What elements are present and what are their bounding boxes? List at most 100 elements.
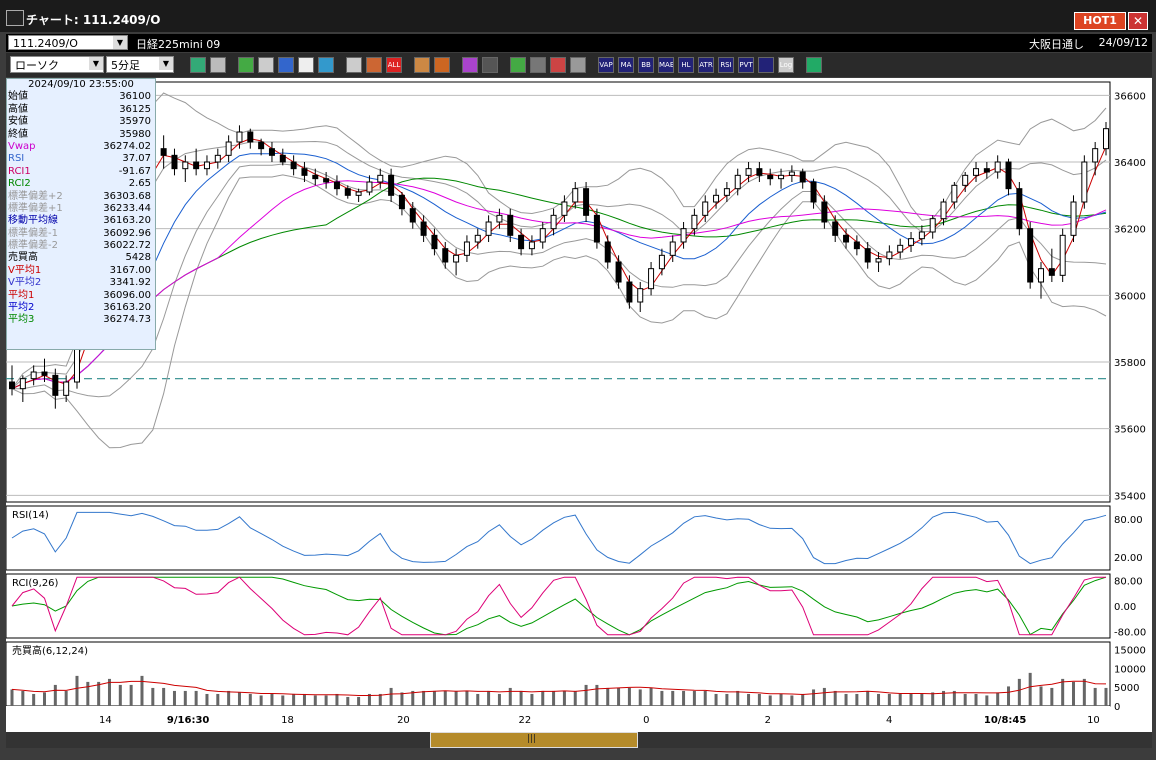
- candle-body: [193, 161, 200, 170]
- x-tick-label: 0: [643, 715, 649, 726]
- info-row: 始値 36100: [7, 91, 155, 103]
- close-button[interactable]: ✕: [1128, 12, 1148, 30]
- volume-bar: [151, 687, 155, 706]
- candle-body: [366, 181, 373, 193]
- box-button[interactable]: [758, 57, 774, 73]
- chart-type-select[interactable]: ローソク ▼: [10, 56, 104, 73]
- candle-body: [41, 371, 48, 376]
- volume-bar: [541, 690, 545, 706]
- candle-body: [258, 141, 265, 150]
- copy-button[interactable]: [298, 57, 314, 73]
- info-row: 平均1 36096.00: [7, 290, 155, 302]
- pvt-button[interactable]: PVT: [738, 57, 754, 73]
- volume-bar: [920, 693, 924, 706]
- chart-canvas[interactable]: 36600 36400 36200 36000 35800 35600 35400 80.00…: [6, 78, 1152, 732]
- down-button[interactable]: [482, 57, 498, 73]
- volume-bar: [140, 675, 144, 706]
- grid-button[interactable]: [210, 57, 226, 73]
- volume-bar: [877, 693, 881, 706]
- candle-body: [788, 171, 795, 176]
- info-row: 標準偏差+2 36303.68: [7, 191, 155, 203]
- bb-button[interactable]: BB: [638, 57, 654, 73]
- chevron-down-icon[interactable]: ▼: [89, 57, 103, 70]
- move-button[interactable]: [346, 57, 362, 73]
- volume-bar: [790, 695, 794, 706]
- mae-button[interactable]: MAE: [658, 57, 674, 73]
- panel-frame: [6, 505, 1111, 571]
- volume-bar: [931, 692, 935, 706]
- volume-bar: [638, 689, 642, 706]
- candle-body: [453, 254, 460, 263]
- symbol-input[interactable]: 111.2409/O ▼: [8, 35, 128, 50]
- candle-body: [1027, 228, 1034, 283]
- volume-bar: [627, 687, 631, 706]
- tool-button[interactable]: [434, 57, 450, 73]
- info-value: 36022.72: [103, 240, 151, 252]
- chevron-down-icon[interactable]: ▼: [113, 36, 127, 49]
- ma-button[interactable]: MA: [618, 57, 634, 73]
- candle-body: [723, 188, 730, 196]
- chart2-button[interactable]: [530, 57, 546, 73]
- find-button[interactable]: [510, 57, 526, 73]
- volume-bar: [1007, 686, 1011, 706]
- candle-body: [637, 288, 644, 303]
- log-button[interactable]: Log: [778, 57, 794, 73]
- interval-select[interactable]: 5分足 ▼: [106, 56, 174, 73]
- candle-button[interactable]: [414, 57, 430, 73]
- candle-body: [745, 168, 752, 176]
- info-label: Vwap: [8, 140, 36, 152]
- info-button[interactable]: [570, 57, 586, 73]
- volume-bar: [779, 693, 783, 706]
- hot-button[interactable]: HOT1: [1074, 12, 1126, 30]
- volume-bar: [552, 690, 556, 706]
- draw-button[interactable]: [238, 57, 254, 73]
- candle-body: [973, 168, 980, 176]
- all-button[interactable]: ALL: [386, 57, 402, 73]
- candle-body: [593, 214, 600, 243]
- vap-button[interactable]: VAP: [598, 57, 614, 73]
- save-button[interactable]: [318, 57, 334, 73]
- volume-bar: [855, 693, 859, 706]
- volume-bar: [801, 693, 805, 706]
- candle-body: [528, 241, 535, 250]
- candle-body: [669, 241, 676, 256]
- rainbow-button[interactable]: [462, 57, 478, 73]
- info-label: 標準偏差-2: [8, 240, 58, 252]
- toolbar: ローソク ▼ 5分足 ▼ ALL VAP MA BB MAE HL ATR RSI PVT Log: [6, 53, 1152, 77]
- volume-bar: [812, 689, 816, 706]
- volume-bar: [248, 693, 252, 706]
- info-label: 平均3: [8, 314, 35, 326]
- atr-button[interactable]: ATR: [698, 57, 714, 73]
- zoom-button[interactable]: [190, 57, 206, 73]
- pointer-button[interactable]: [258, 57, 274, 73]
- info-label: V平均2: [8, 277, 42, 289]
- candle-body: [323, 178, 330, 183]
- candle-body: [875, 258, 882, 263]
- candle-body: [398, 194, 405, 210]
- candle-body: [1038, 268, 1045, 283]
- candle-body: [420, 221, 427, 236]
- volume-bar: [53, 684, 57, 706]
- info-value: 36163.20: [103, 215, 151, 227]
- info-value: 36303.68: [103, 190, 151, 202]
- rsi-button[interactable]: RSI: [718, 57, 734, 73]
- candle-body: [615, 261, 622, 283]
- scroll-thumb[interactable]: |||: [430, 732, 638, 748]
- exit-button[interactable]: [806, 57, 822, 73]
- volume-bar: [302, 693, 306, 706]
- volume-bar: [996, 692, 1000, 706]
- hl-button[interactable]: HL: [678, 57, 694, 73]
- volume-bar: [562, 690, 566, 706]
- info-value: 36233.44: [103, 202, 151, 214]
- title-bar: チャート: 111.2409/O HOT1 ✕: [0, 0, 1156, 32]
- arrow-button[interactable]: [278, 57, 294, 73]
- time-scrollbar[interactable]: |||: [6, 732, 1152, 748]
- chart-area[interactable]: 36600 36400 36200 36000 35800 35600 35400 80.00…: [6, 78, 1152, 732]
- bars-button[interactable]: [366, 57, 382, 73]
- yen-button[interactable]: [550, 57, 566, 73]
- chevron-down-icon[interactable]: ▼: [159, 57, 173, 70]
- volume-bar: [107, 678, 111, 706]
- panel-frame: [6, 573, 1111, 639]
- volume-bar: [335, 693, 339, 706]
- candle-body: [702, 201, 709, 216]
